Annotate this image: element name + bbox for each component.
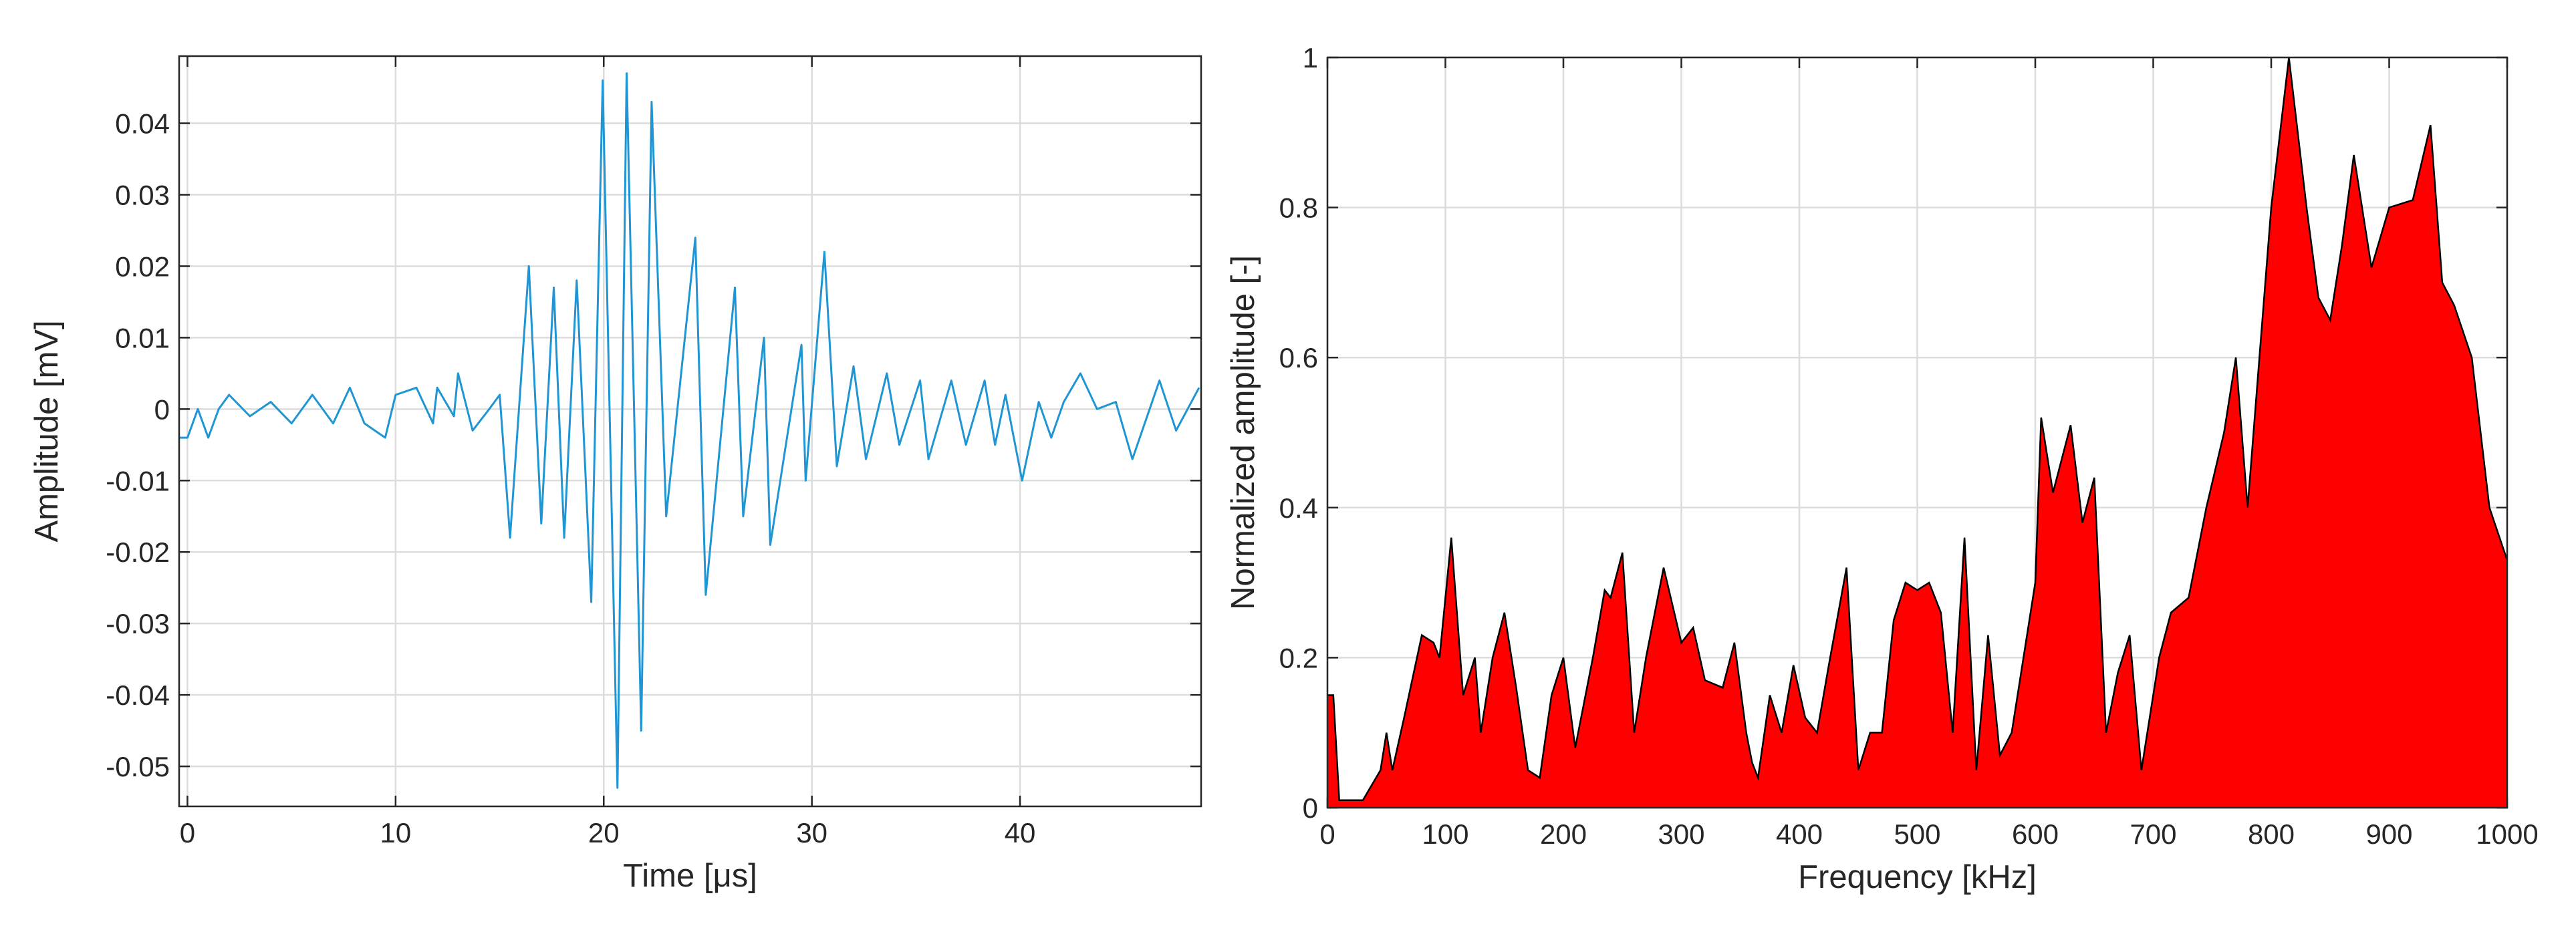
x-tick-label: 30 [796,817,827,848]
plot-area [179,56,1201,806]
spectrum-edge [1327,57,2508,802]
x-tick-label: 100 [1422,818,1468,850]
x-tick-label: 700 [2130,818,2176,850]
x-tick-label: 600 [2012,818,2059,850]
y-axis-label: Amplitude [mV] [29,320,65,542]
y-tick-label: 0.04 [115,108,170,140]
x-tick-label: 800 [2248,818,2295,850]
y-tick-label: 0 [1303,792,1318,824]
x-tick-label: 500 [1894,818,1940,850]
x-tick-label: 400 [1776,818,1823,850]
y-tick-label: -0.02 [106,536,170,568]
y-tick-label: -0.05 [106,751,170,782]
axes-box [178,55,1202,808]
y-tick-label: 0.4 [1279,492,1318,524]
x-tick-label: 1000 [2476,818,2538,850]
y-tick-label: 0.2 [1279,642,1318,673]
x-axis-label: Time [μs] [623,858,757,894]
plot: 0 10 20 30 40 -0.05 -0.04 -0.03 -0.02 -0.01 0 0.01 0… [29,55,1202,894]
spectrum-area [1327,57,2507,808]
y-tick-label: -0.03 [106,608,170,639]
y-tick-label: 1 [1303,42,1318,73]
y-tick-label: 0.6 [1279,342,1318,373]
y-axis-label: Normalized amplitude [-] [1225,255,1261,610]
y-tick-label: 0.8 [1279,192,1318,224]
plot: 0 100 200 300 400 500 600 700 800 900 1000 0 0.2 0.4 0… [1225,42,2539,895]
signal-line [179,72,1200,789]
axes-box [1326,56,2508,809]
y-tick-label: -0.04 [106,679,170,711]
x-tick-label: 900 [2365,818,2412,850]
y-tick-label: 0.02 [115,251,170,282]
y-tick-label: 0.01 [115,322,170,353]
y-tick-label: -0.01 [106,465,170,496]
x-axis-label: Frequency [kHz] [1798,859,2037,895]
x-tick-label: 20 [588,817,620,848]
x-tick-label: 200 [1540,818,1587,850]
x-tick-label: 300 [1658,818,1704,850]
x-tick-label: 10 [380,817,412,848]
y-tick-label: 0 [154,394,170,425]
y-tick-label: 0.03 [115,179,170,210]
x-tick-label: 0 [180,817,195,848]
x-tick-label: 0 [1319,818,1335,850]
x-tick-label: 40 [1005,817,1036,848]
